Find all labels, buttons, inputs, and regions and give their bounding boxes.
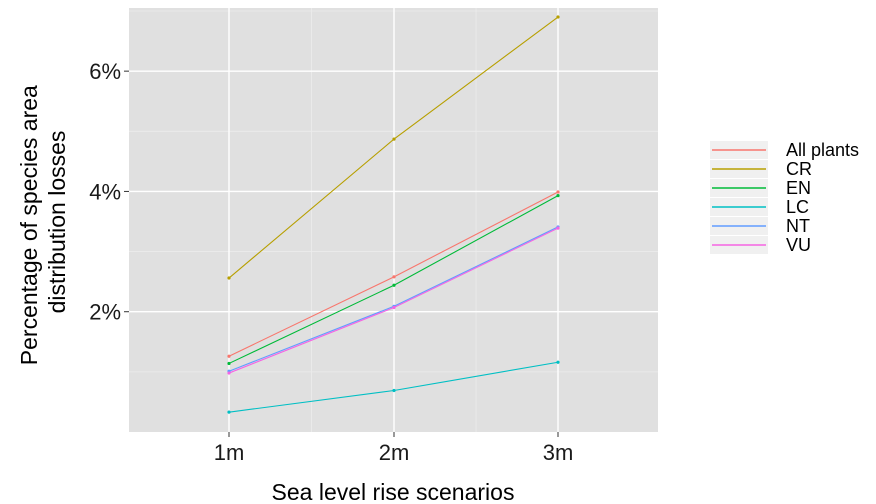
legend-item-lc: LC <box>710 197 809 217</box>
data-point-all-plants <box>556 190 560 194</box>
legend-item-vu: VU <box>710 235 811 255</box>
y-tick-label: 6% <box>89 59 121 84</box>
x-tick-label: 1m <box>214 440 245 465</box>
data-point-en <box>227 361 231 366</box>
legend-label: NT <box>786 216 810 236</box>
data-point-vu <box>392 305 396 310</box>
x-tick-label: 2m <box>379 440 410 465</box>
y-axis-title: Percentage of species area distribution … <box>16 79 70 365</box>
y-axis: 2% 4% 6% <box>89 59 129 325</box>
y-tick-label: 4% <box>89 179 121 204</box>
y-axis-title-line-2: distribution losses <box>44 131 70 314</box>
y-tick-label: 2% <box>89 300 121 325</box>
legend-label: VU <box>786 235 811 255</box>
series-layer <box>227 15 560 414</box>
y-axis-title-line-1: Percentage of species area <box>16 85 42 365</box>
x-tick-label: 3m <box>543 440 574 465</box>
data-point-en <box>556 194 560 198</box>
data-point-vu <box>227 371 231 375</box>
legend-item-nt: NT <box>710 216 810 236</box>
legend-item-cr: CR <box>710 159 812 179</box>
legend-item-en: EN <box>710 178 811 198</box>
legend-label: All plants <box>786 140 859 160</box>
legend-label: EN <box>786 178 811 198</box>
data-point-cr <box>556 15 560 19</box>
legend-item-all-plants: All plants <box>710 140 859 160</box>
data-point-lc <box>227 410 231 414</box>
data-point-en <box>392 283 396 287</box>
x-axis: 1m 2m 3m <box>214 432 574 465</box>
legend-label: CR <box>786 159 812 179</box>
x-axis-title: Sea level rise scenarios <box>272 479 515 504</box>
data-point-cr <box>227 276 231 280</box>
data-point-cr <box>392 137 396 141</box>
legend-label: LC <box>786 197 809 217</box>
data-point-lc <box>392 388 396 393</box>
data-point-vu <box>556 226 560 230</box>
data-point-lc <box>556 360 560 364</box>
data-point-all-plants <box>392 275 396 279</box>
data-point-all-plants <box>227 354 231 358</box>
